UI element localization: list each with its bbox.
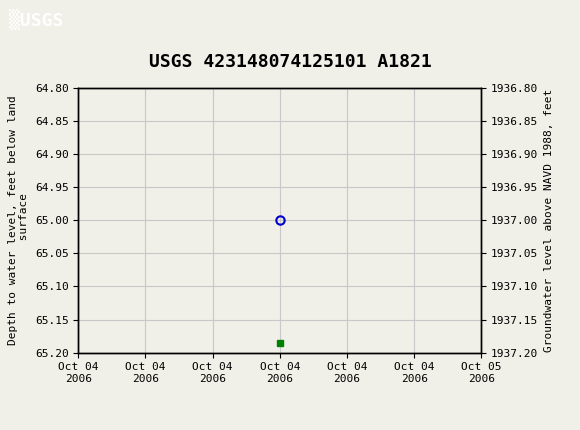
Y-axis label: Groundwater level above NAVD 1988, feet: Groundwater level above NAVD 1988, feet <box>544 89 554 352</box>
Text: USGS 423148074125101 A1821: USGS 423148074125101 A1821 <box>148 53 432 71</box>
Text: ▒USGS: ▒USGS <box>9 9 63 30</box>
Y-axis label: Depth to water level, feet below land
 surface: Depth to water level, feet below land su… <box>8 95 29 345</box>
